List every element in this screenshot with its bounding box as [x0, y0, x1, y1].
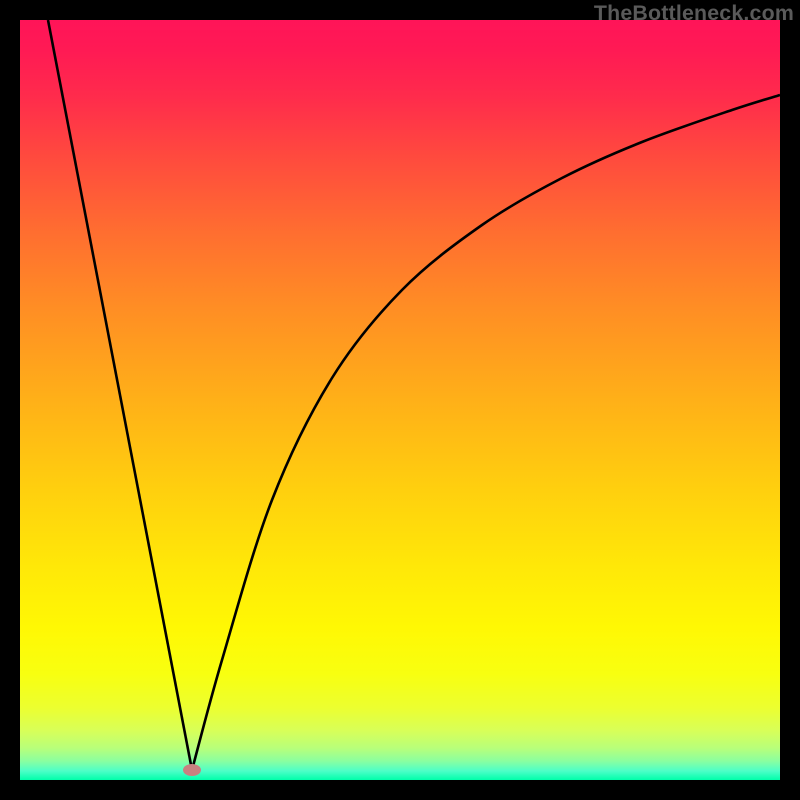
chart-svg	[0, 0, 800, 800]
optimum-marker	[183, 764, 201, 776]
watermark-text: TheBottleneck.com	[594, 1, 794, 26]
chart-container: TheBottleneck.com	[0, 0, 800, 800]
